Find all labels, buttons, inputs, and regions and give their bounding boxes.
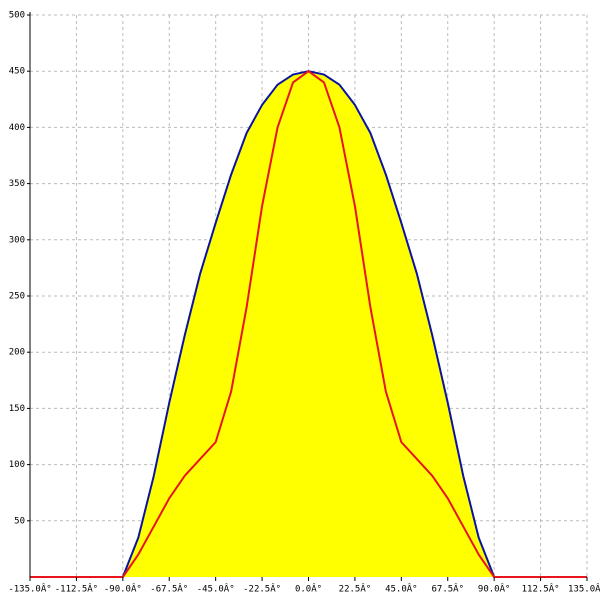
x-tick-label: -22.5Â°	[243, 583, 281, 595]
x-tick-label: 45.0Â°	[385, 583, 418, 595]
y-tick-label: 150	[9, 404, 25, 414]
x-tick-label: 22.5Â°	[339, 583, 372, 595]
x-tick-label: -45.0Â°	[197, 583, 235, 595]
y-tick-label: 450	[9, 67, 25, 77]
x-tick-label: -112.5Â°	[55, 583, 98, 595]
y-tick-label: 250	[9, 292, 25, 302]
x-tick-label: 90.0Â°	[478, 583, 511, 595]
y-tick-label: 50	[14, 516, 25, 526]
x-tick-label: -135.0Â°	[8, 583, 51, 595]
x-tick-label: 135.0Â°	[568, 583, 600, 595]
y-tick-label: 350	[9, 179, 25, 189]
x-tick-label: -90.0Â°	[104, 583, 142, 595]
y-tick-label: 500	[9, 11, 25, 21]
x-tick-label: 67.5Â°	[431, 583, 464, 595]
x-tick-label: 112.5Â°	[522, 583, 560, 595]
y-tick-label: 100	[9, 460, 25, 470]
y-tick-label: 300	[9, 235, 25, 245]
y-tick-label: 200	[9, 348, 25, 358]
area-fill	[30, 71, 587, 577]
x-tick-label: -67.5Â°	[150, 583, 188, 595]
y-tick-label: 400	[9, 123, 25, 133]
x-tick-label: 0.0Â°	[295, 583, 322, 595]
